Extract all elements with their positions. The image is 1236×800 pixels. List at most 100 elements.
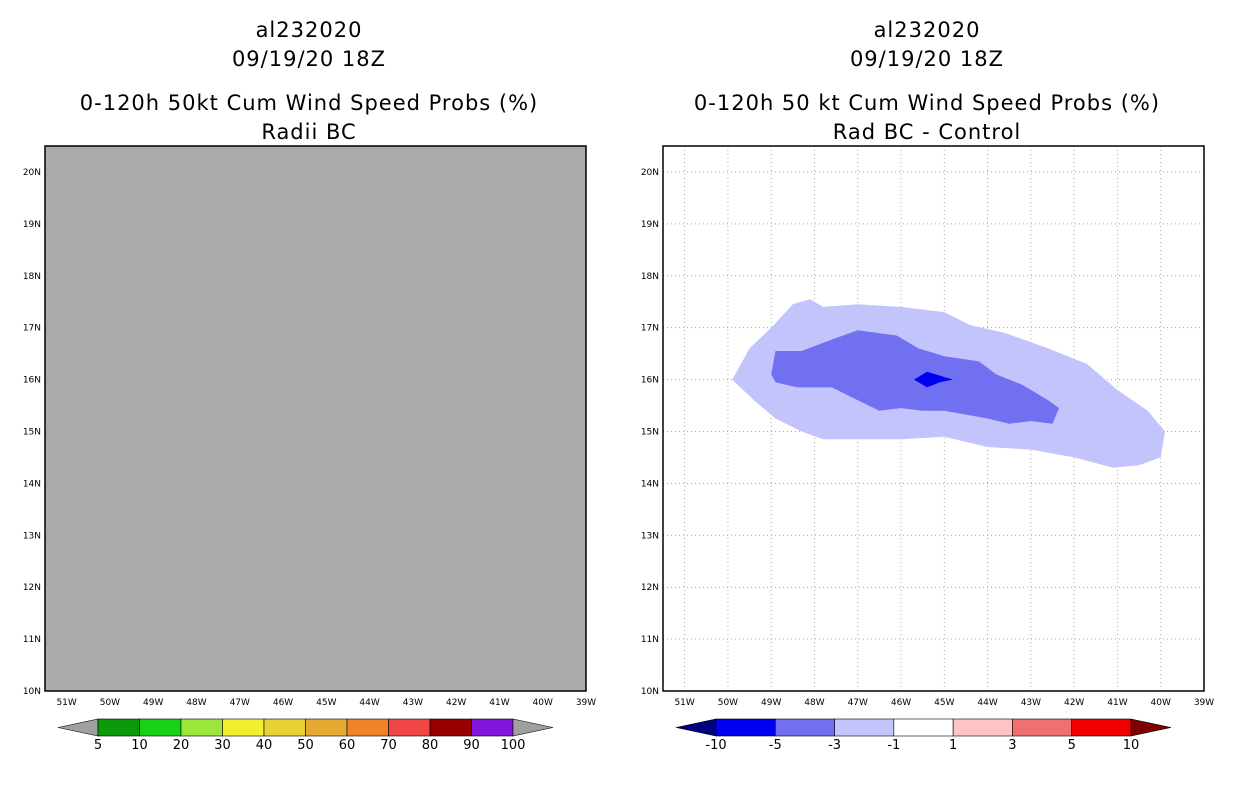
lon-tick-label: 50W <box>718 698 738 708</box>
lat-tick-label: 17N <box>23 324 41 334</box>
colorbar-label: -5 <box>769 738 782 753</box>
lat-tick-label: 19N <box>23 220 41 230</box>
lon-tick-label: 41W <box>489 698 509 708</box>
lat-tick-label: 18N <box>23 272 41 282</box>
lon-tick-label: 44W <box>977 698 997 708</box>
left-map: 20N 19N 18N 17N 16N 15N 14N 13N 12N 11N 10N 51W 50W 4… <box>23 145 596 753</box>
lon-tick-label: 51W <box>674 698 694 708</box>
lat-tick-label: 14N <box>641 479 659 489</box>
colorbar-swatch <box>1071 718 1132 737</box>
right-storm-id: al232020 <box>873 18 981 42</box>
colorbar-label: 70 <box>380 738 397 753</box>
colorbar-label: 10 <box>1123 738 1140 753</box>
right-datetime: 09/19/20 18Z <box>849 47 1005 71</box>
map-background-fill <box>45 146 586 691</box>
colorbar-label: 20 <box>173 738 190 753</box>
lon-tick-label: 46W <box>891 698 911 708</box>
contour-minus3-to-minus5 <box>771 330 1059 424</box>
left-product-title: 0-120h 50kt Cum Wind Speed Probs (%) <box>79 91 539 115</box>
colorbar-label: 40 <box>256 738 273 753</box>
right-panel: al232020 09/19/20 18Z 0-120h 50 kt Cum W… <box>618 0 1236 800</box>
lat-tick-label: 15N <box>23 427 41 437</box>
colorbar-swatch <box>715 718 776 737</box>
map-frame <box>44 145 587 692</box>
lat-tick-label: 13N <box>641 531 659 541</box>
colorbar-label: -3 <box>828 738 841 753</box>
colorbar-label: 30 <box>214 738 231 753</box>
colorbar-end-triangle <box>1130 718 1172 737</box>
colorbar-swatch <box>346 718 389 737</box>
map-frame <box>662 145 1205 692</box>
colorbar-start-triangle <box>57 718 99 737</box>
lat-tick-label: 16N <box>641 376 659 386</box>
right-product-title: 0-120h 50 kt Cum Wind Speed Probs (%) <box>693 91 1161 115</box>
right-subtitle: Rad BC - Control <box>832 120 1022 144</box>
lat-tick-label: 17N <box>641 324 659 334</box>
lon-tick-label: 39W <box>576 698 596 708</box>
lat-tick-label: 11N <box>23 635 41 645</box>
lon-tick-label: 50W <box>100 698 120 708</box>
lon-tick-label: 43W <box>403 698 423 708</box>
lat-tick-label: 10N <box>23 687 41 697</box>
left-subtitle: Radii BC <box>261 120 357 144</box>
lon-tick-label: 42W <box>446 698 466 708</box>
colorbar-label: 1 <box>949 738 957 753</box>
contour-minus5-to-minus10 <box>914 371 953 388</box>
colorbar-swatch <box>834 718 895 737</box>
lon-tick-label: 47W <box>230 698 250 708</box>
lat-tick-label: 12N <box>23 583 41 593</box>
lat-tick-label: 16N <box>23 376 41 386</box>
lat-tick-label: 10N <box>641 687 659 697</box>
colorbar-label: 5 <box>94 738 102 753</box>
lat-tick-label: 13N <box>23 531 41 541</box>
lat-tick-label: 11N <box>641 635 659 645</box>
lon-tick-label: 49W <box>761 698 781 708</box>
colorbar-label: 90 <box>463 738 480 753</box>
colorbar-label: 10 <box>131 738 148 753</box>
colorbar-label: 5 <box>1068 738 1076 753</box>
colorbar-swatch <box>774 718 835 737</box>
lon-tick-label: 40W <box>1151 698 1171 708</box>
colorbar-swatch <box>1012 718 1073 737</box>
colorbar-start-triangle <box>675 718 717 737</box>
colorbar-label: 100 <box>501 738 526 753</box>
colorbar-swatch <box>471 718 514 737</box>
lon-tick-label: 47W <box>848 698 868 708</box>
lat-tick-label: 12N <box>641 583 659 593</box>
colorbar-swatch <box>263 718 306 737</box>
colorbar-label: 3 <box>1008 738 1016 753</box>
left-panel: al232020 09/19/20 18Z 0-120h 50kt Cum Wi… <box>23 18 596 753</box>
lon-tick-label: 42W <box>1064 698 1084 708</box>
lon-tick-label: 43W <box>1021 698 1041 708</box>
lon-tick-label: 48W <box>804 698 824 708</box>
colorbar-end-triangle <box>512 718 554 737</box>
lat-tick-label: 19N <box>641 220 659 230</box>
colorbar-swatch <box>139 718 182 737</box>
lat-tick-label: 18N <box>641 272 659 282</box>
lon-tick-label: 46W <box>273 698 293 708</box>
colorbar-swatch <box>893 718 954 737</box>
colorbar-label: 60 <box>339 738 356 753</box>
right-map: 20N 19N 18N 17N 16N 15N 14N 13N 12N 11N 10N 51W 50W 4… <box>641 145 1214 753</box>
lat-tick-label: 20N <box>641 168 659 178</box>
colorbar-label: -10 <box>705 738 726 753</box>
left-storm-id: al232020 <box>255 18 363 42</box>
lon-tick-label: 39W <box>1194 698 1214 708</box>
colorbar-swatch <box>429 718 472 737</box>
colorbar-swatch <box>305 718 348 737</box>
lon-tick-label: 44W <box>359 698 379 708</box>
colorbar-label: 80 <box>422 738 439 753</box>
lon-tick-label: 49W <box>143 698 163 708</box>
left-datetime: 09/19/20 18Z <box>231 47 387 71</box>
lat-tick-label: 14N <box>23 479 41 489</box>
colorbar-swatch <box>388 718 431 737</box>
lat-tick-label: 15N <box>641 427 659 437</box>
lon-tick-label: 41W <box>1107 698 1127 708</box>
colorbar-swatch <box>180 718 223 737</box>
lon-tick-label: 45W <box>934 698 954 708</box>
colorbar-label: 50 <box>297 738 314 753</box>
colorbar-swatch <box>97 718 140 737</box>
lon-tick-label: 51W <box>56 698 76 708</box>
colorbar-label: -1 <box>887 738 900 753</box>
lon-tick-label: 40W <box>533 698 553 708</box>
